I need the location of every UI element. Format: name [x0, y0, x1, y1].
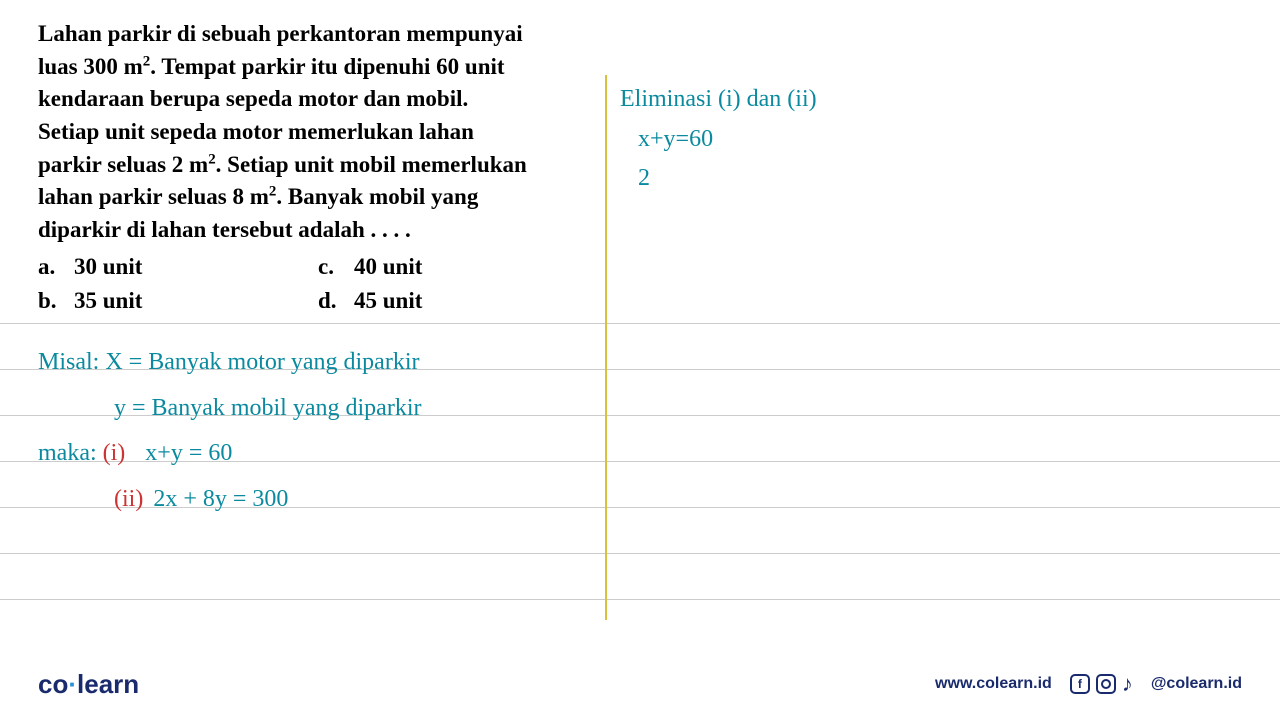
misal-x: X = Banyak motor yang diparkir [105, 349, 419, 375]
option-b: b. 35 unit [38, 285, 318, 318]
option-a-letter: a. [38, 251, 74, 284]
social-icons: f ♪ [1070, 674, 1133, 694]
footer: co·learn www.colearn.id f ♪ @colearn.id [0, 664, 1280, 704]
q-line7: diparkir di lahan tersebut adalah . . . … [38, 217, 411, 242]
eq2-label: (ii) [114, 486, 143, 512]
q-line2-pre: luas 300 m [38, 54, 143, 79]
instagram-icon [1096, 674, 1116, 694]
eq1-label: (i) [103, 440, 126, 466]
option-d: d. 45 unit [318, 285, 598, 318]
maka-label: maka: [38, 440, 97, 466]
footer-handle: @colearn.id [1151, 675, 1242, 693]
logo-dot: · [68, 669, 77, 699]
tiktok-icon: ♪ [1122, 675, 1133, 693]
footer-url: www.colearn.id [935, 675, 1052, 693]
q-line3: kendaraan berupa sepeda motor dan mobil. [38, 86, 468, 111]
misal-y: y = Banyak mobil yang diparkir [114, 395, 421, 421]
elim-eq: x+y=60 [620, 120, 817, 160]
options: a. 30 unit b. 35 unit c. 40 unit d. 45 u… [38, 251, 598, 320]
q-line5-post: . Setiap unit mobil memerlukan [216, 152, 527, 177]
handwritten-work-left: Misal: X = Banyak motor yang diparkir y … [38, 340, 421, 522]
option-a: a. 30 unit [38, 251, 318, 284]
q-line5-pre: parkir seluas 2 m [38, 152, 208, 177]
logo: co·learn [38, 669, 139, 700]
option-d-text: 45 unit [354, 285, 422, 318]
q-line4: Setiap unit sepeda motor memerlukan laha… [38, 119, 474, 144]
option-b-letter: b. [38, 285, 74, 318]
elim-title: Eliminasi (i) dan (ii) [620, 80, 817, 120]
option-c-letter: c. [318, 251, 354, 284]
option-b-text: 35 unit [74, 285, 142, 318]
logo-learn: learn [77, 669, 139, 699]
handwritten-work-right: Eliminasi (i) dan (ii) x+y=60 2 [620, 80, 817, 199]
q-line6-post: . Banyak mobil yang [276, 184, 478, 209]
vertical-margin-rule [605, 75, 607, 620]
elim-partial: 2 [620, 159, 817, 199]
logo-co: co [38, 669, 68, 699]
q-sup2: 2 [208, 151, 215, 167]
option-c: c. 40 unit [318, 251, 598, 284]
eq2: 2x + 8y = 300 [153, 486, 288, 512]
q-line2-post: . Tempat parkir itu dipenuhi 60 unit [150, 54, 504, 79]
option-d-letter: d. [318, 285, 354, 318]
question-text: Lahan parkir di sebuah perkantoran mempu… [38, 18, 598, 320]
option-a-text: 30 unit [74, 251, 142, 284]
misal-label: Misal: [38, 349, 99, 375]
facebook-icon: f [1070, 674, 1090, 694]
q-line1: Lahan parkir di sebuah perkantoran mempu… [38, 21, 523, 46]
option-c-text: 40 unit [354, 251, 422, 284]
footer-right: www.colearn.id f ♪ @colearn.id [935, 674, 1242, 694]
q-line6-pre: lahan parkir seluas 8 m [38, 184, 269, 209]
eq1: x+y = 60 [145, 440, 232, 466]
